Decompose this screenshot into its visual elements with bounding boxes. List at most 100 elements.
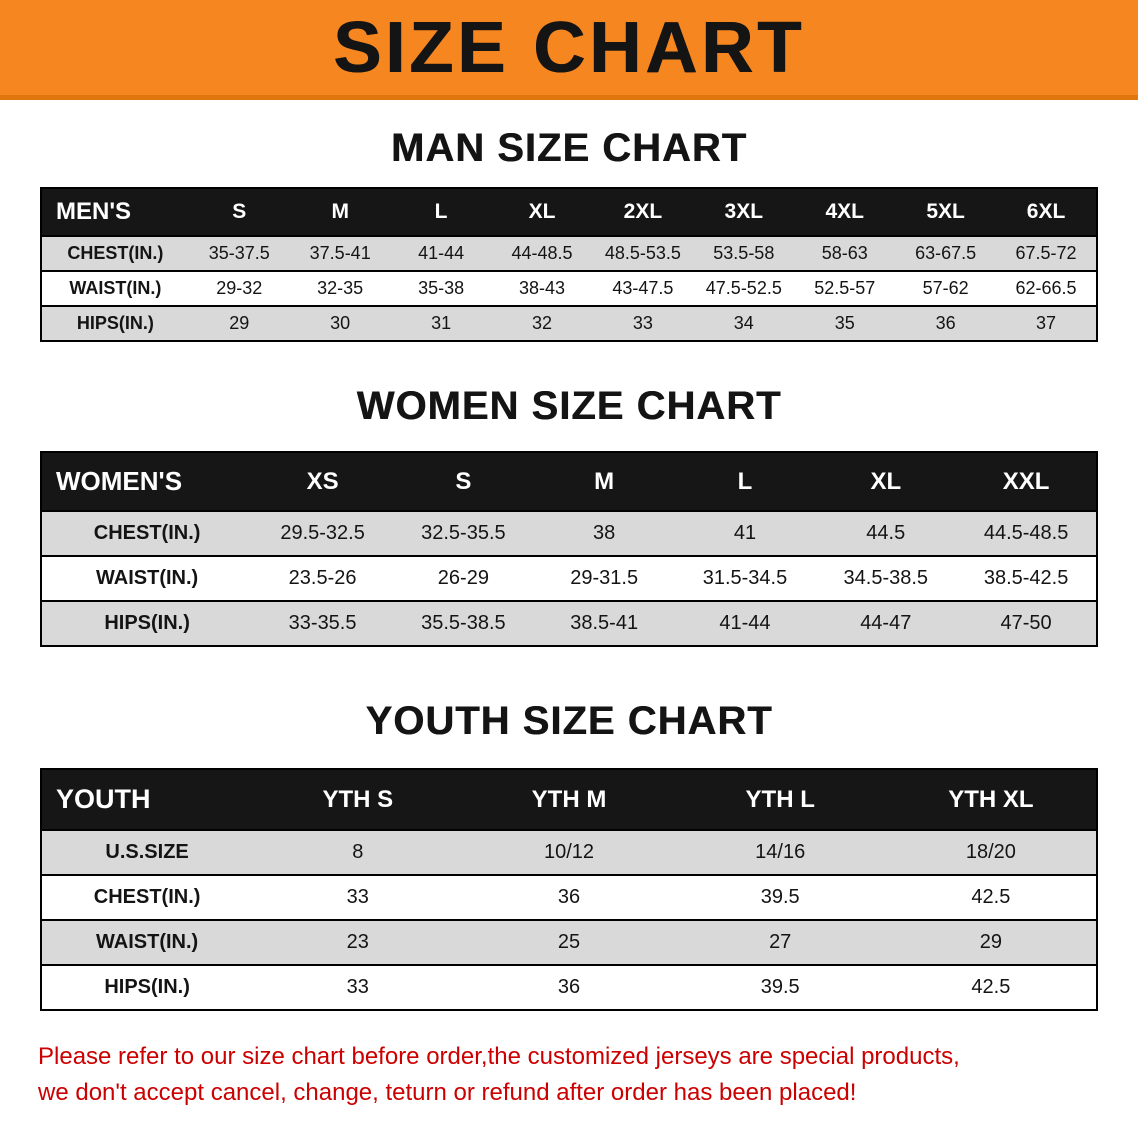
value-cell: 25: [557, 931, 581, 953]
value-cell: 39.5: [760, 976, 800, 998]
value-cell: 33: [346, 886, 369, 908]
row-label: HIPS(IN.): [104, 976, 190, 998]
disclaimer-line-2: we don't accept cancel, change, teturn o…: [38, 1079, 857, 1106]
disclaimer-line-1: Please refer to our size chart before or…: [38, 1043, 960, 1070]
value-cell: 30: [330, 313, 351, 333]
value-cell: 10/12: [543, 841, 595, 863]
size-column-header: 3XL: [724, 200, 764, 223]
size-column-header: XL: [528, 200, 556, 223]
value-cell: 53.5-58: [713, 243, 775, 263]
value-cell: 62-66.5: [1015, 278, 1077, 298]
value-cell: 43-47.5: [612, 278, 674, 298]
value-cell: 42.5: [971, 976, 1011, 998]
value-cell: 29-31.5: [570, 567, 639, 589]
size-column-header: 5XL: [926, 200, 965, 223]
value-cell: 39.5: [760, 886, 800, 908]
size-column-header: 2XL: [623, 200, 663, 223]
banner-title: SIZE CHART: [333, 7, 805, 88]
value-cell: 29-32: [216, 278, 263, 298]
value-cell: 36: [935, 313, 956, 333]
size-column-header: XS: [306, 467, 339, 495]
value-cell: 33: [632, 313, 653, 333]
women-size-section: WOMEN SIZE CHART WOMEN'S XS S M L XL XXL CHEST(…: [0, 384, 1138, 647]
value-cell: 37.5-41: [309, 243, 371, 263]
row-label: HIPS(IN.): [76, 313, 154, 333]
table-row: CHEST(IN.) 29.5-32.5 32.5-35.5 38 41 44.5 44.5…: [41, 511, 1097, 556]
table-row: CHEST(IN.) 33 36 39.5 42.5: [41, 875, 1097, 920]
value-cell: 35-38: [418, 278, 465, 298]
value-cell: 41: [733, 522, 757, 544]
value-cell: 26-29: [437, 567, 489, 589]
youth-size-table: YOUTH YTH S YTH M YTH L YTH XL U.S.SIZE 8 10/12…: [40, 768, 1098, 1011]
row-label: CHEST(IN.): [93, 886, 201, 908]
value-cell: 36: [557, 886, 581, 908]
value-cell: 47.5-52.5: [705, 278, 782, 298]
table-row: WAIST(IN.) 23.5-26 26-29 29-31.5 31.5-34.5 34…: [41, 556, 1097, 601]
value-cell: 47-50: [1000, 612, 1052, 634]
value-cell: 48.5-53.5: [604, 243, 681, 263]
size-chart-banner: SIZE CHART: [0, 0, 1138, 100]
men-size-table: MEN'S S M L XL 2XL 3XL 4XL 5XL 6XL CHEST(IN.) 35-37…: [40, 187, 1098, 342]
order-disclaimer: Please refer to our size chart before or…: [38, 1039, 1104, 1111]
youth-section-heading: YOUTH SIZE CHART: [365, 699, 773, 743]
table-title-cell: MEN'S: [56, 198, 132, 225]
value-cell: 29: [979, 931, 1003, 953]
row-label: WAIST(IN.): [69, 278, 162, 298]
value-cell: 52.5-57: [814, 278, 876, 298]
table-header-row: MEN'S S M L XL 2XL 3XL 4XL 5XL 6XL: [41, 188, 1097, 236]
value-cell: 32: [531, 313, 553, 333]
value-cell: 27: [769, 931, 792, 953]
women-section-heading: WOMEN SIZE CHART: [356, 384, 782, 428]
row-label: CHEST(IN.): [67, 243, 164, 263]
size-column-header: 4XL: [825, 200, 864, 223]
value-cell: 37: [1036, 313, 1057, 333]
value-cell: 57-62: [922, 278, 969, 298]
size-column-header: YTH XL: [948, 785, 1034, 813]
row-label: HIPS(IN.): [104, 612, 190, 634]
size-column-header: XXL: [1002, 467, 1050, 495]
value-cell: 34: [733, 313, 754, 333]
row-label: CHEST(IN.): [93, 522, 201, 544]
value-cell: 44-48.5: [511, 243, 573, 263]
table-row: U.S.SIZE 8 10/12 14/16 18/20: [41, 830, 1097, 875]
size-column-header: YTH S: [322, 785, 394, 813]
value-cell: 38: [593, 522, 616, 544]
size-column-header: L: [434, 200, 448, 223]
value-cell: 33: [346, 976, 369, 998]
value-cell: 41-44: [418, 243, 465, 263]
table-title-cell: WOMEN'S: [56, 466, 183, 496]
value-cell: 41-44: [719, 612, 771, 634]
table-row: HIPS(IN.) 33 36 39.5 42.5: [41, 965, 1097, 1010]
value-cell: 44.5-48.5: [983, 522, 1069, 544]
value-cell: 18/20: [965, 841, 1016, 863]
table-row: HIPS(IN.) 33-35.5 35.5-38.5 38.5-41 41-44 44-…: [41, 601, 1097, 646]
value-cell: 23: [346, 931, 369, 953]
value-cell: 23.5-26: [288, 567, 357, 589]
value-cell: 32-35: [317, 278, 364, 298]
value-cell: 44.5: [866, 522, 906, 544]
value-cell: 35.5-38.5: [421, 612, 506, 634]
size-column-header: XL: [870, 467, 902, 495]
table-row: HIPS(IN.) 29 30 31 32 33 34 35 36 37: [41, 306, 1097, 341]
size-column-header: M: [331, 200, 349, 223]
value-cell: 32.5-35.5: [421, 522, 506, 544]
row-label: WAIST(IN.): [95, 567, 199, 589]
value-cell: 14/16: [755, 841, 806, 863]
table-header-row: YOUTH YTH S YTH M YTH L YTH XL: [41, 769, 1097, 830]
value-cell: 35-37.5: [208, 243, 270, 263]
size-column-header: M: [594, 467, 615, 495]
table-header-row: WOMEN'S XS S M L XL XXL: [41, 452, 1097, 511]
value-cell: 31: [431, 313, 452, 333]
value-cell: 63-67.5: [915, 243, 977, 263]
value-cell: 34.5-38.5: [843, 567, 929, 589]
value-cell: 42.5: [971, 886, 1011, 908]
row-label: WAIST(IN.): [95, 931, 199, 953]
value-cell: 36: [557, 976, 581, 998]
value-cell: 67.5-72: [1015, 243, 1077, 263]
value-cell: 8: [352, 841, 364, 863]
table-row: WAIST(IN.) 29-32 32-35 35-38 38-43 43-47.5 47.…: [41, 271, 1097, 306]
youth-size-section: YOUTH SIZE CHART YOUTH YTH S YTH M YTH L YTH…: [0, 699, 1138, 1011]
size-column-header: 6XL: [1026, 200, 1066, 223]
size-column-header: YTH L: [745, 785, 815, 813]
value-cell: 29: [229, 313, 250, 333]
